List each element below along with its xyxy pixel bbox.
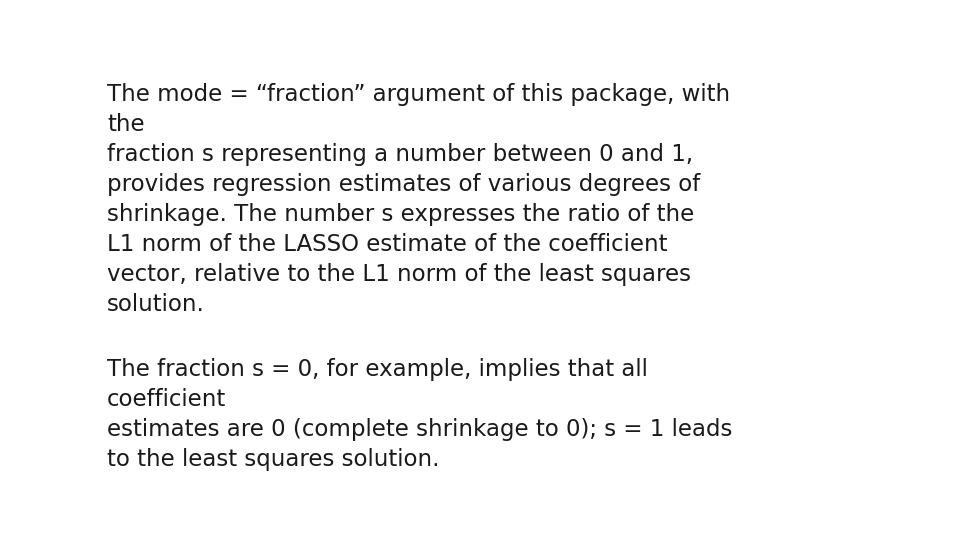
Text: to the least squares solution.: to the least squares solution. — [107, 448, 440, 471]
Text: The mode = “fraction” argument of this package, with: The mode = “fraction” argument of this p… — [107, 83, 731, 106]
Text: coefficient: coefficient — [107, 388, 227, 411]
Text: shrinkage. The number s expresses the ratio of the: shrinkage. The number s expresses the ra… — [107, 203, 694, 226]
Text: estimates are 0 (complete shrinkage to 0); s = 1 leads: estimates are 0 (complete shrinkage to 0… — [107, 418, 732, 441]
Text: vector, relative to the L1 norm of the least squares: vector, relative to the L1 norm of the l… — [107, 263, 691, 286]
Text: solution.: solution. — [107, 293, 204, 316]
Text: the: the — [107, 113, 145, 136]
Text: provides regression estimates of various degrees of: provides regression estimates of various… — [107, 173, 700, 196]
Text: The fraction s = 0, for example, implies that all: The fraction s = 0, for example, implies… — [107, 358, 648, 381]
Text: fraction s representing a number between 0 and 1,: fraction s representing a number between… — [107, 143, 693, 166]
Text: L1 norm of the LASSO estimate of the coefficient: L1 norm of the LASSO estimate of the coe… — [107, 233, 667, 256]
